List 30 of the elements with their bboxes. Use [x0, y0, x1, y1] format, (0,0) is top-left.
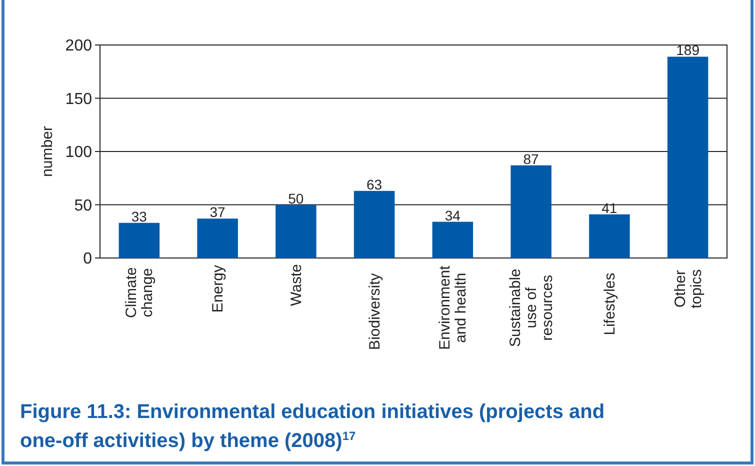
bar [432, 222, 474, 258]
x-tick-label: Biodiversity [366, 272, 384, 350]
y-axis-title: number [39, 126, 56, 177]
data-label: 34 [444, 207, 461, 224]
x-tick-label: Sustainable use of resources [507, 268, 556, 348]
data-label: 189 [676, 42, 700, 58]
y-tick-label: 50 [74, 197, 92, 214]
y-tick-label: 100 [65, 144, 92, 162]
x-tick-label: Energy [210, 264, 227, 313]
data-label: 87 [523, 150, 540, 167]
bar [510, 165, 552, 258]
x-tick-label: Lifestyles [601, 272, 618, 336]
data-label: 63 [366, 176, 382, 192]
data-label: 33 [131, 208, 148, 224]
x-tick-label: Waste [288, 264, 305, 306]
x-tick-label: Climate change [123, 267, 156, 318]
x-tick-label: Environment and health [436, 264, 470, 350]
bar [589, 214, 630, 258]
y-tick-label: 200 [65, 38, 92, 55]
text: Figure 11.3: Environmental education initiatives (projects and one-off activities) by theme (2008)$^{17}$ [20, 401, 605, 452]
bar [354, 190, 395, 258]
y-tick-label: 0 [83, 250, 92, 268]
x-tick-label: Other topics [672, 269, 705, 308]
y-tick-label: 150 [65, 90, 92, 108]
bar [118, 222, 160, 258]
data-label: 50 [288, 190, 304, 206]
bar [197, 218, 238, 258]
bar [667, 56, 708, 258]
data-label: 37 [210, 204, 226, 220]
bar [276, 204, 316, 258]
